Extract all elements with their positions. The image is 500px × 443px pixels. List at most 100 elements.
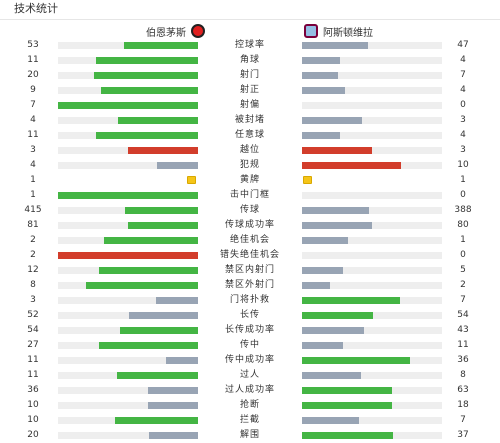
away-stat-bar-fill: [302, 72, 338, 79]
home-stat-bar-fill: [166, 357, 198, 364]
away-stat-bar: [302, 282, 442, 289]
home-stat-value: 27: [27, 340, 39, 350]
away-stat-value: 7: [460, 295, 466, 305]
home-stat-bar: [58, 282, 198, 289]
home-stat-bar-fill: [128, 147, 198, 154]
away-stat-bar: [302, 72, 442, 79]
stat-label: 传球: [239, 205, 260, 215]
home-stat-bar-fill: [157, 162, 198, 169]
home-stat-bar-fill: [125, 207, 198, 214]
home-stat-value: 11: [27, 130, 39, 140]
stat-row: 8 禁区外射门 2: [0, 278, 500, 293]
away-stat-value: 388: [454, 205, 472, 215]
away-stat-value: 43: [457, 325, 469, 335]
stat-row: 1 击中门框 0: [0, 188, 500, 203]
away-stat-bar-fill: [302, 117, 362, 124]
home-stat-value: 11: [27, 355, 39, 365]
home-stat-bar: [58, 72, 198, 79]
page-title: 技术统计: [14, 2, 58, 15]
home-stat-bar-fill: [96, 57, 198, 64]
stat-label: 被封堵: [234, 115, 265, 125]
away-stat-value: 1: [460, 175, 466, 185]
home-stat-bar: [58, 162, 198, 169]
home-stat-value: 7: [30, 100, 36, 110]
away-stat-bar-fill: [302, 222, 372, 229]
stat-row: 2 绝佳机会 1: [0, 233, 500, 248]
home-stat-bar-fill: [128, 222, 198, 229]
stat-row: 11 过人 8: [0, 368, 500, 383]
home-stat-bar: [58, 42, 198, 49]
home-stat-bar-fill: [58, 252, 198, 259]
away-stat-bar: [302, 387, 442, 394]
away-stat-bar-fill: [302, 432, 393, 439]
home-stat-bar: [58, 207, 198, 214]
stat-label: 禁区外射门: [224, 280, 275, 290]
away-stat-bar: [302, 327, 442, 334]
away-stat-value: 4: [460, 85, 466, 95]
away-stat-bar-fill: [302, 327, 364, 334]
stat-label: 过人: [239, 370, 260, 380]
away-stat-bar: [302, 117, 442, 124]
stat-label: 任意球: [234, 130, 265, 140]
stat-label: 错失绝佳机会: [219, 250, 280, 260]
away-stat-bar-fill: [302, 237, 348, 244]
stat-label: 黄牌: [239, 175, 260, 185]
stat-label: 解围: [239, 430, 260, 440]
home-stat-value: 81: [27, 220, 39, 230]
home-stat-bar-fill: [129, 312, 198, 319]
away-stat-bar: [302, 102, 442, 109]
stat-row: 54 长传成功率 43: [0, 323, 500, 338]
stat-label: 击中门框: [229, 190, 270, 200]
home-stat-bar: [58, 252, 198, 259]
stat-row: 20 射门 7: [0, 68, 500, 83]
stat-row: 11 角球 4: [0, 53, 500, 68]
home-stat-bar-fill: [156, 297, 198, 304]
away-stat-bar: [302, 147, 442, 154]
away-stat-value: 4: [460, 130, 466, 140]
away-stat-bar-fill: [302, 297, 400, 304]
stat-row: 81 传球成功率 80: [0, 218, 500, 233]
away-stat-bar: [302, 432, 442, 439]
away-stat-value: 80: [457, 220, 469, 230]
away-stat-value: 7: [460, 415, 466, 425]
home-stat-value: 11: [27, 370, 39, 380]
away-stat-bar-fill: [302, 402, 392, 409]
home-stat-value: 3: [30, 145, 36, 155]
home-stat-bar: [58, 147, 198, 154]
away-stat-value: 4: [460, 55, 466, 65]
home-stat-value: 4: [30, 160, 36, 170]
stat-row: 20 解围 37: [0, 428, 500, 443]
home-stat-value: 10: [27, 415, 39, 425]
home-stat-bar: [58, 222, 198, 229]
home-stat-bar: [58, 342, 198, 349]
away-stat-bar-fill: [302, 57, 340, 64]
away-team-header: 阿斯顿维拉: [304, 22, 373, 40]
away-stat-bar: [302, 42, 442, 49]
away-stat-bar-fill: [302, 342, 343, 349]
home-stat-bar: [58, 297, 198, 304]
away-stat-bar: [302, 87, 442, 94]
stat-row: 10 拦截 7: [0, 413, 500, 428]
bournemouth-crest-icon: [191, 24, 205, 38]
away-stat-bar: [302, 207, 442, 214]
away-stat-value: 54: [457, 310, 469, 320]
home-stat-bar: [58, 57, 198, 64]
stat-label: 禁区内射门: [224, 265, 275, 275]
away-stat-bar: [302, 267, 442, 274]
stat-row: 27 传中 11: [0, 338, 500, 353]
home-stat-bar: [58, 417, 198, 424]
away-stat-value: 37: [457, 430, 469, 440]
away-stat-bar-fill: [302, 162, 401, 169]
home-team-header: 伯恩茅斯: [146, 22, 205, 40]
stat-label: 过人成功率: [224, 385, 275, 395]
home-stat-bar-fill: [58, 192, 198, 199]
away-stat-bar: [302, 237, 442, 244]
yellow-card-icon: [187, 176, 196, 184]
stat-label: 射门: [239, 70, 260, 80]
away-stat-value: 1: [460, 235, 466, 245]
stat-label: 角球: [239, 55, 260, 65]
home-stat-value: 2: [30, 235, 36, 245]
away-stat-bar-fill: [302, 372, 361, 379]
home-stat-value: 20: [27, 430, 39, 440]
stat-row: 2 错失绝佳机会 0: [0, 248, 500, 263]
